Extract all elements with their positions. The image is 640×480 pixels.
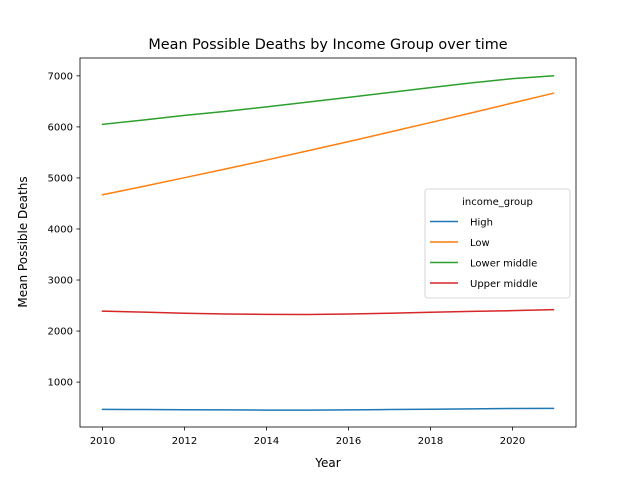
x-tick-label: 2010 xyxy=(90,436,115,447)
legend-label-lower-middle: Lower middle xyxy=(470,259,537,270)
y-axis-label: Mean Possible Deaths xyxy=(16,176,30,307)
plot-area: 2010 2012 2014 2016 2018 2020 1000 2000 3000 4000… xyxy=(48,57,577,447)
y-tick-label: 4000 xyxy=(48,225,73,236)
y-tick-label: 2000 xyxy=(48,327,73,338)
legend-frame xyxy=(424,188,571,299)
x-tick-label: 2014 xyxy=(254,436,279,447)
x-tick-label: 2016 xyxy=(336,436,361,447)
series-line-upper-middle xyxy=(101,308,555,316)
series-line-high xyxy=(101,407,555,411)
legend-label-upper-middle: Upper middle xyxy=(470,279,538,290)
y-tick-label: 1000 xyxy=(48,378,73,389)
x-tick-label: 2018 xyxy=(418,436,443,447)
series-line-lower-middle xyxy=(101,75,555,126)
legend-title: income_group xyxy=(462,197,533,208)
x-tick-label: 2020 xyxy=(500,436,525,447)
legend-label-high: High xyxy=(470,218,493,229)
y-tick-label: 6000 xyxy=(48,123,73,134)
y-tick-label: 7000 xyxy=(48,71,73,82)
y-tick-label: 5000 xyxy=(48,174,73,185)
x-tick-label: 2012 xyxy=(172,436,197,447)
legend: income_group High Low Lower middle Upper mid… xyxy=(424,188,571,299)
chart-title: Mean Possible Deaths by Income Group ove… xyxy=(148,37,507,53)
legend-label-low: Low xyxy=(470,238,490,249)
y-tick-label: 3000 xyxy=(48,276,73,287)
axes-frame xyxy=(79,57,577,428)
series-line-low xyxy=(101,92,555,196)
x-axis-label: Year xyxy=(314,456,340,470)
